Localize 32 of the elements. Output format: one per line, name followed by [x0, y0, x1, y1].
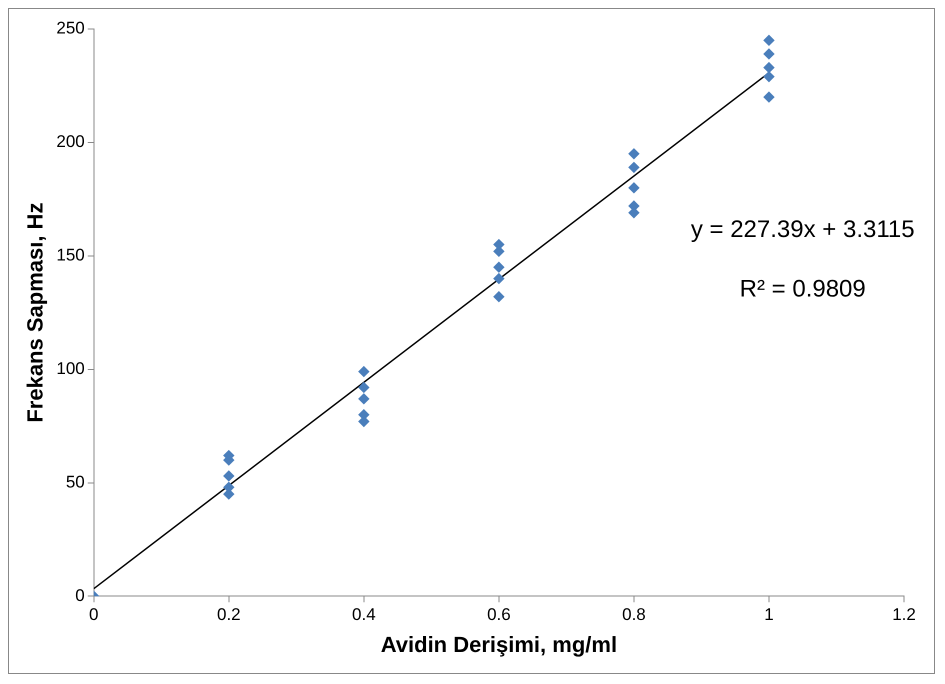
- x-axis-title: Avidin Derişimi, mg/ml: [380, 632, 618, 657]
- y-tick-label: 150: [56, 246, 85, 265]
- x-tick-label: 1: [764, 605, 774, 624]
- point: [628, 182, 640, 194]
- x-tick-label: 1.2: [892, 605, 916, 624]
- x-tick-label: 0.8: [622, 605, 646, 624]
- point: [493, 262, 504, 273]
- point: [358, 382, 370, 393]
- x-tick-label: 0: [89, 605, 98, 624]
- point: [493, 273, 504, 284]
- y-axis-title: Frekans Sapması, Hz: [22, 202, 48, 423]
- point: [763, 48, 774, 60]
- point: [358, 393, 370, 404]
- y-tick-label: 200: [56, 132, 85, 152]
- y-tick-label: 50: [66, 472, 85, 492]
- point: [493, 291, 504, 302]
- point: [763, 92, 774, 103]
- annotation: R² = 0.9809: [740, 276, 866, 303]
- x-tick-label: 0.4: [352, 605, 376, 624]
- point: [628, 148, 640, 160]
- point: [223, 470, 234, 482]
- x-tick-label: 0.6: [487, 605, 511, 624]
- point: [628, 162, 640, 173]
- point: [763, 71, 774, 82]
- point: [358, 366, 370, 378]
- annotation: y = 227.39x + 3.3115: [690, 216, 915, 243]
- y-tick-label: 0: [75, 586, 85, 605]
- point: [763, 62, 774, 74]
- x-tick-label: 0.2: [216, 605, 241, 624]
- point: [763, 34, 774, 46]
- y-tick-label: 100: [56, 359, 85, 378]
- y-tick-label: 250: [56, 18, 85, 38]
